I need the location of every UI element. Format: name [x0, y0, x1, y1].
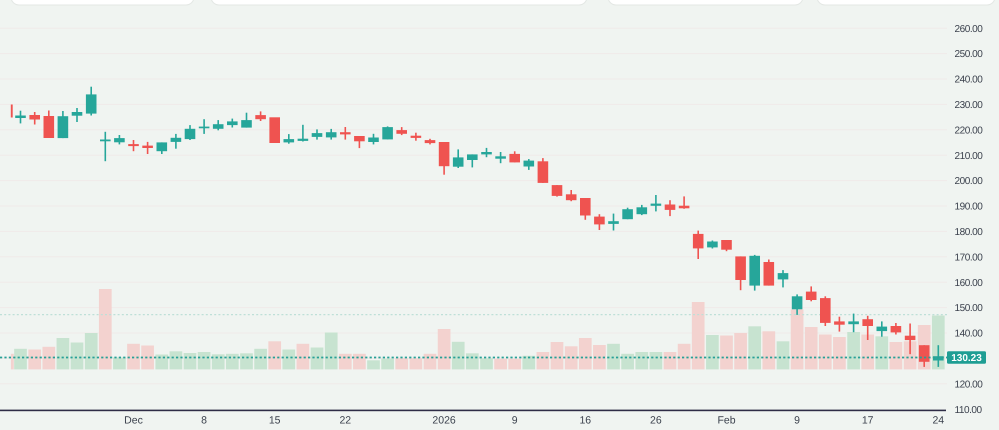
svg-text:200.00: 200.00	[955, 176, 984, 187]
svg-text:24: 24	[932, 414, 944, 426]
svg-text:Dec: Dec	[124, 414, 143, 426]
svg-text:26: 26	[650, 414, 662, 426]
svg-text:240.00: 240.00	[955, 75, 984, 86]
svg-text:16: 16	[579, 414, 591, 426]
svg-text:2026: 2026	[432, 414, 456, 426]
svg-text:230.00: 230.00	[955, 100, 984, 111]
svg-text:220.00: 220.00	[955, 125, 984, 136]
svg-text:260.00: 260.00	[955, 24, 984, 35]
svg-text:140.00: 140.00	[955, 329, 984, 340]
svg-text:190.00: 190.00	[955, 202, 984, 213]
svg-text:150.00: 150.00	[955, 303, 984, 314]
svg-text:110.00: 110.00	[955, 405, 983, 416]
svg-text:130.23: 130.23	[951, 353, 982, 364]
svg-text:180.00: 180.00	[955, 227, 984, 238]
svg-text:17: 17	[862, 414, 874, 426]
svg-text:Feb: Feb	[717, 414, 735, 426]
svg-text:170.00: 170.00	[955, 252, 984, 263]
svg-text:120.00: 120.00	[955, 379, 984, 390]
svg-text:8: 8	[201, 414, 207, 426]
svg-text:9: 9	[794, 414, 800, 426]
svg-text:160.00: 160.00	[955, 278, 984, 289]
svg-text:210.00: 210.00	[955, 151, 984, 162]
svg-text:15: 15	[269, 414, 281, 426]
svg-text:250.00: 250.00	[955, 49, 984, 60]
svg-text:22: 22	[339, 414, 351, 426]
svg-text:9: 9	[512, 414, 518, 426]
